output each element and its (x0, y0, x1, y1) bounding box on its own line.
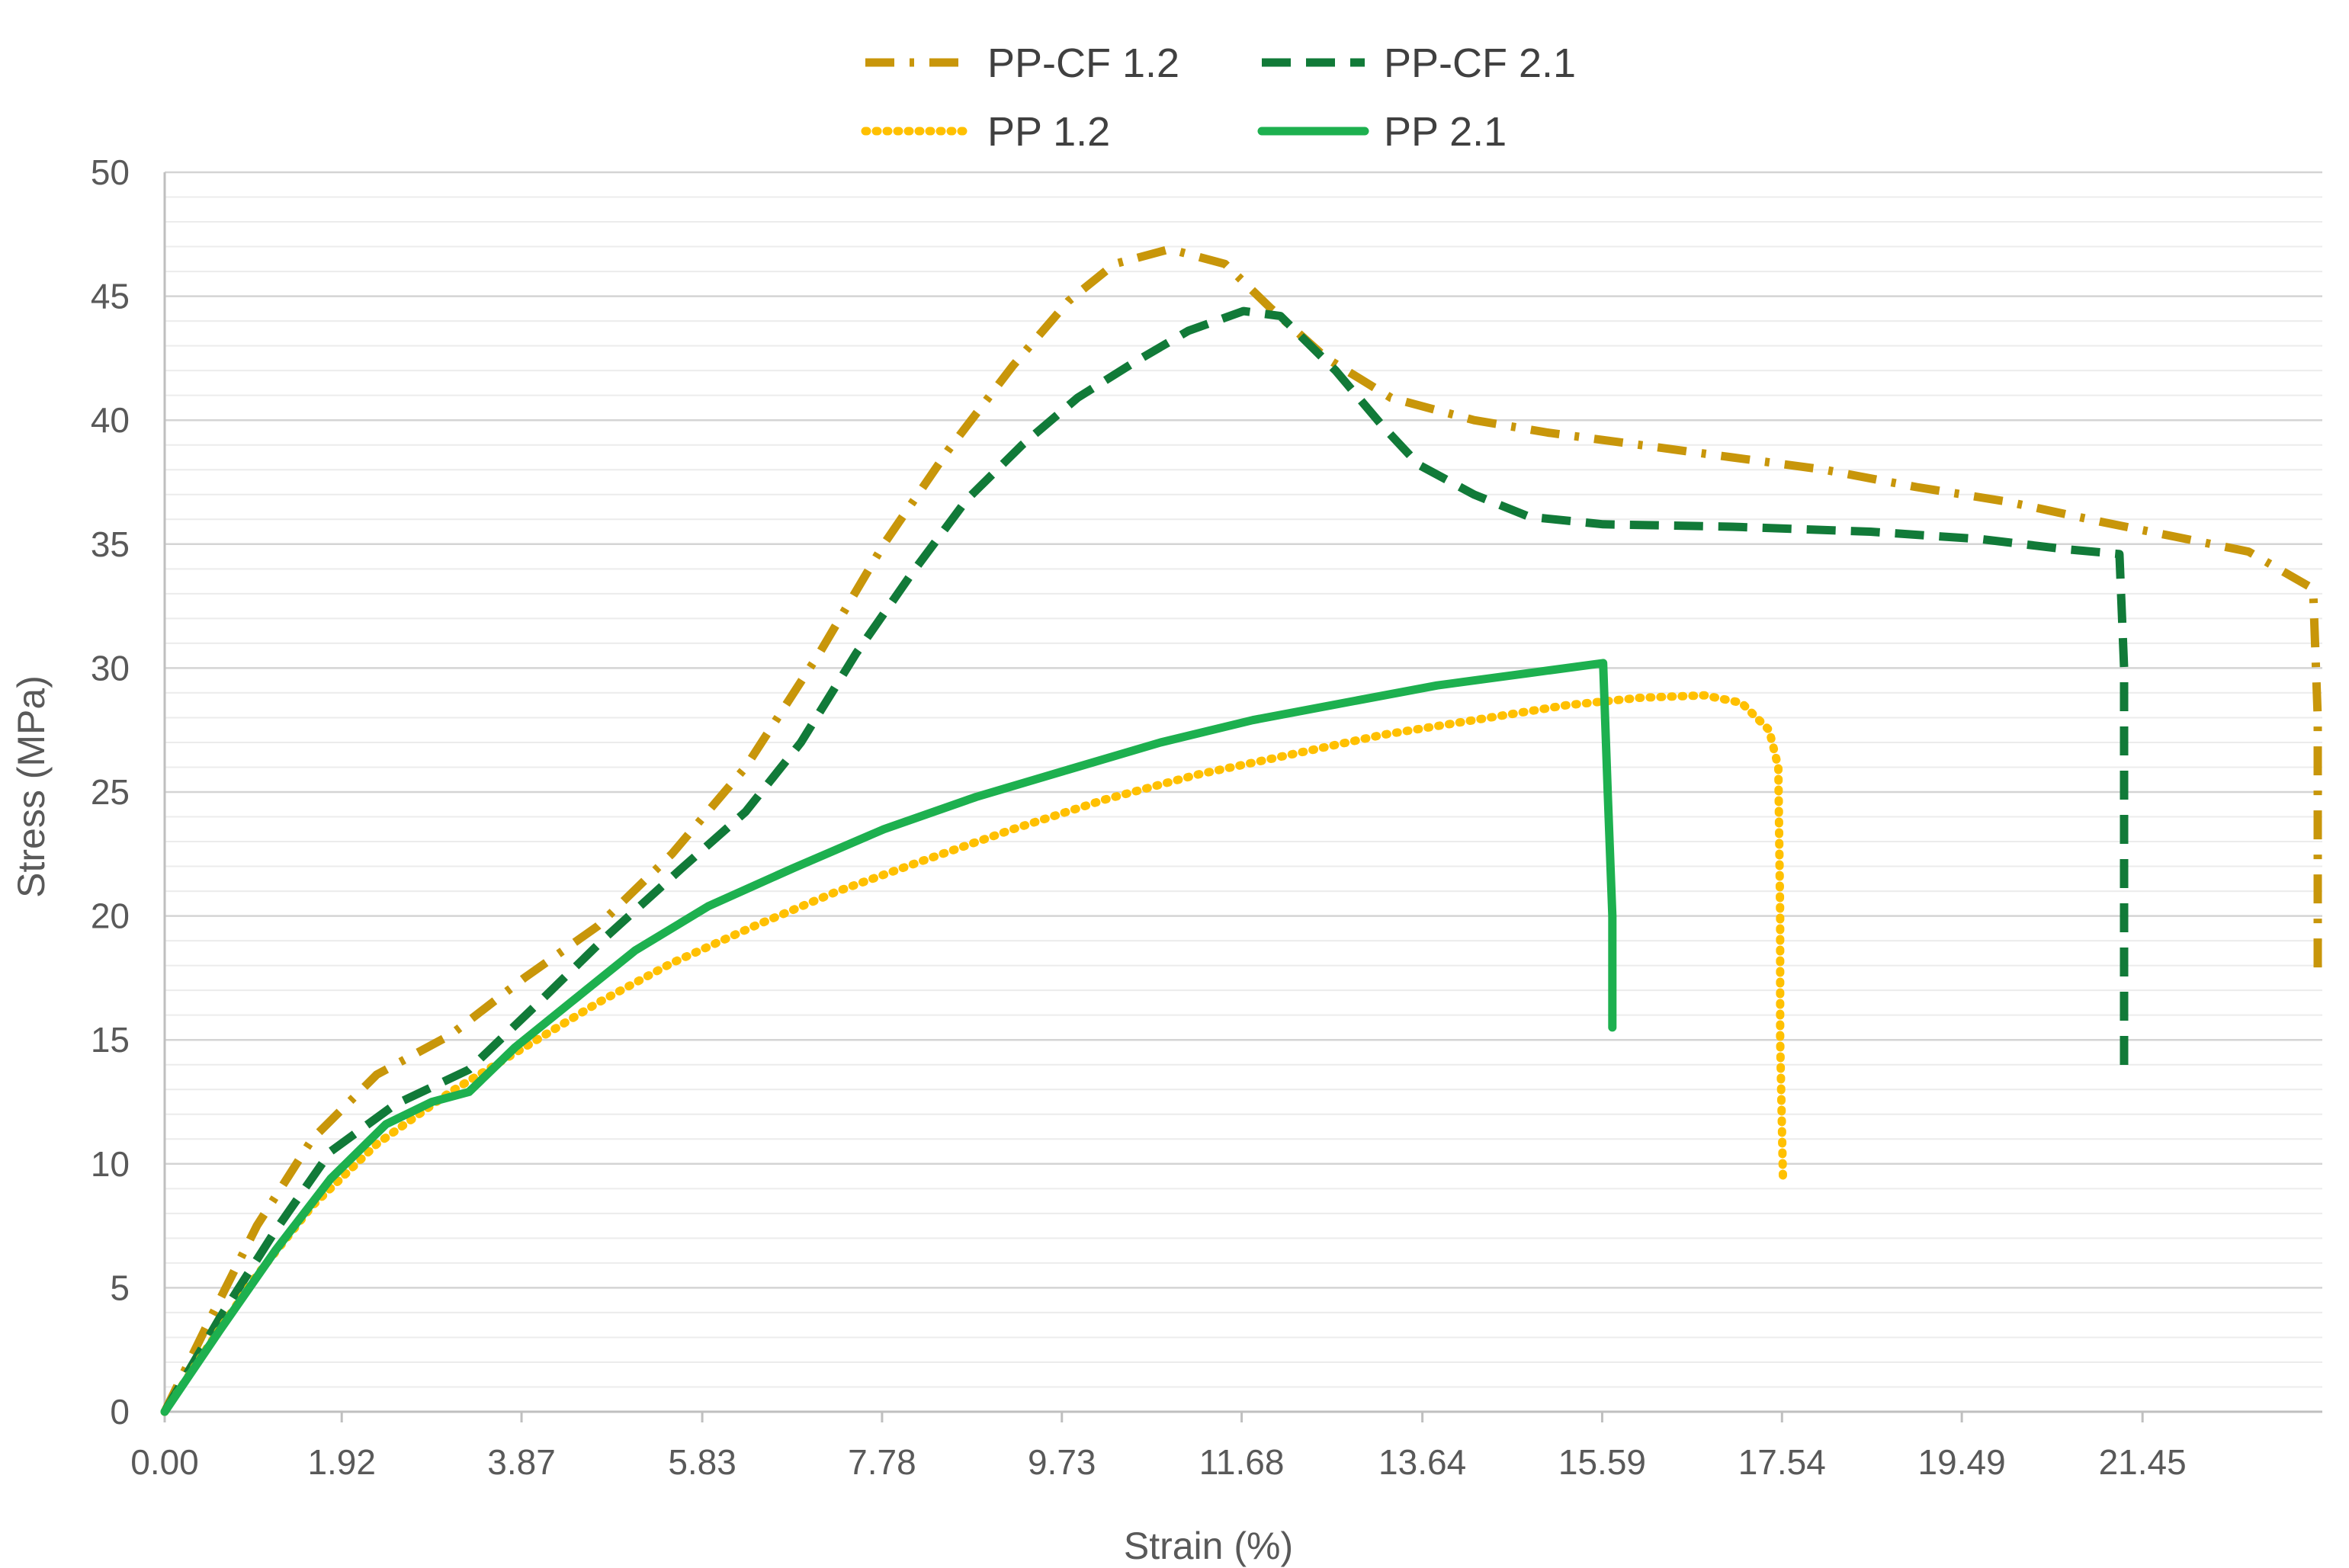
y-axis-title: Stress (MPa) (10, 675, 53, 898)
x-tick-label: 21.45 (2099, 1442, 2187, 1482)
x-tick-label: 1.92 (307, 1442, 376, 1482)
x-tick-label: 11.68 (1199, 1442, 1285, 1482)
x-tick-label: 15.59 (1558, 1442, 1646, 1482)
x-tick-label: 3.87 (487, 1442, 556, 1482)
y-tick-label: 50 (91, 152, 130, 192)
y-tick-label: 0 (110, 1392, 130, 1432)
legend-label: PP 1.2 (987, 109, 1110, 155)
x-axis-title: Strain (%) (1124, 1525, 1293, 1567)
y-tick-label: 25 (91, 772, 130, 812)
x-tick-label: 17.54 (1738, 1442, 1826, 1482)
y-tick-label: 35 (91, 524, 130, 564)
x-tick-label: 5.83 (668, 1442, 736, 1482)
y-tick-label: 15 (91, 1020, 130, 1060)
x-tick-label: 7.78 (848, 1442, 916, 1482)
series-line-pp-cf-1-2 (161, 245, 2322, 1414)
x-tick-label: 0.00 (130, 1442, 199, 1482)
y-tick-label: 10 (91, 1144, 130, 1184)
x-tick-label: 13.64 (1378, 1442, 1466, 1482)
minor-gridlines (165, 196, 2322, 1388)
x-tick-label: 19.49 (1918, 1442, 2006, 1482)
legend-label: PP-CF 2.1 (1384, 40, 1576, 86)
series-line-pp-cf-2-1 (161, 306, 2129, 1414)
y-tick-labels: 0 5 10 15 20 25 30 35 40 45 50 (91, 152, 130, 1432)
x-tick-label: 9.73 (1028, 1442, 1096, 1482)
y-tick-label: 30 (91, 648, 130, 688)
series-lines (160, 245, 2322, 1416)
legend-label: PP-CF 1.2 (987, 40, 1179, 86)
series-line-pp-2-1 (160, 659, 1617, 1416)
y-tick-label: 40 (91, 400, 130, 440)
y-tick-label: 5 (110, 1268, 130, 1307)
x-tick-labels: 0.00 1.92 3.87 5.83 7.78 9.73 11.68 13.64 15.59 1… (130, 1412, 2187, 1482)
y-tick-label: 45 (91, 277, 130, 316)
legend: PP-CF 1.2 PP-CF 2.1 PP 1.2 PP 2.1 (861, 40, 1576, 155)
legend-label: PP 2.1 (1384, 109, 1507, 155)
y-tick-label: 20 (91, 896, 130, 936)
series-line-pp-1-2 (160, 691, 1787, 1416)
